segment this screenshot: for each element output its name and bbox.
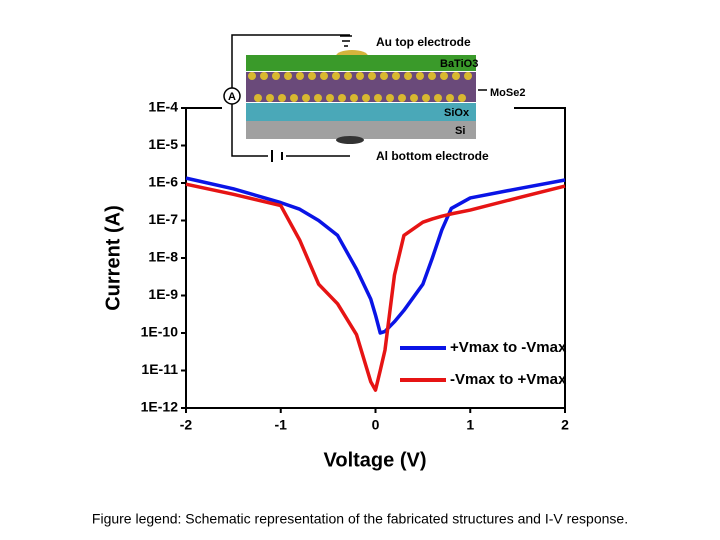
y-tick-label: 1E-6	[148, 174, 178, 190]
y-tick-label: 1E-12	[141, 399, 179, 415]
line-series	[185, 176, 566, 335]
y-tick-label: 1E-5	[148, 136, 178, 152]
bottom-electrode	[336, 136, 364, 144]
x-tick-label: -2	[180, 417, 193, 433]
layer-label: MoSe2	[490, 87, 525, 99]
y-tick-label: 1E-11	[141, 361, 178, 377]
line-series	[185, 182, 566, 392]
caption: Figure legend: Schematic representation …	[92, 511, 628, 527]
si-layer	[246, 121, 476, 139]
atoms	[248, 72, 472, 102]
batio3-layer	[246, 55, 476, 71]
x-tick-label: -1	[275, 417, 288, 433]
battery	[271, 150, 283, 162]
legend-label: -Vmax to +Vmax	[450, 371, 567, 388]
x-axis-title: Voltage (V)	[324, 449, 427, 471]
y-tick-label: 1E-10	[141, 324, 179, 340]
ammeter	[223, 87, 241, 105]
siox-layer	[246, 103, 476, 121]
x-tick-label: 1	[466, 417, 474, 433]
legend-label: +Vmax to -Vmax	[450, 339, 567, 356]
x-tick-label: 2	[561, 417, 569, 433]
y-tick-label: 1E-7	[148, 211, 178, 227]
y-axis-title: Current (A)	[102, 205, 124, 311]
inset: A Au top electrode BaTiO3 MoSe2 SiOx Si …	[222, 28, 525, 170]
y-tick-label: 1E-4	[148, 99, 178, 115]
top-label: Au top electrode	[376, 35, 471, 49]
circuit	[231, 34, 352, 157]
ammeter-label: A	[228, 91, 236, 103]
bottom-label: Al bottom electrode	[376, 149, 489, 163]
layer-label: BaTiO3	[440, 58, 478, 70]
x-tick-label: 0	[372, 417, 380, 433]
y-tick-label: 1E-8	[148, 249, 178, 265]
layer-label: Si	[455, 125, 465, 137]
layer-label: SiOx	[444, 107, 470, 119]
y-tick-label: 1E-9	[148, 286, 178, 302]
